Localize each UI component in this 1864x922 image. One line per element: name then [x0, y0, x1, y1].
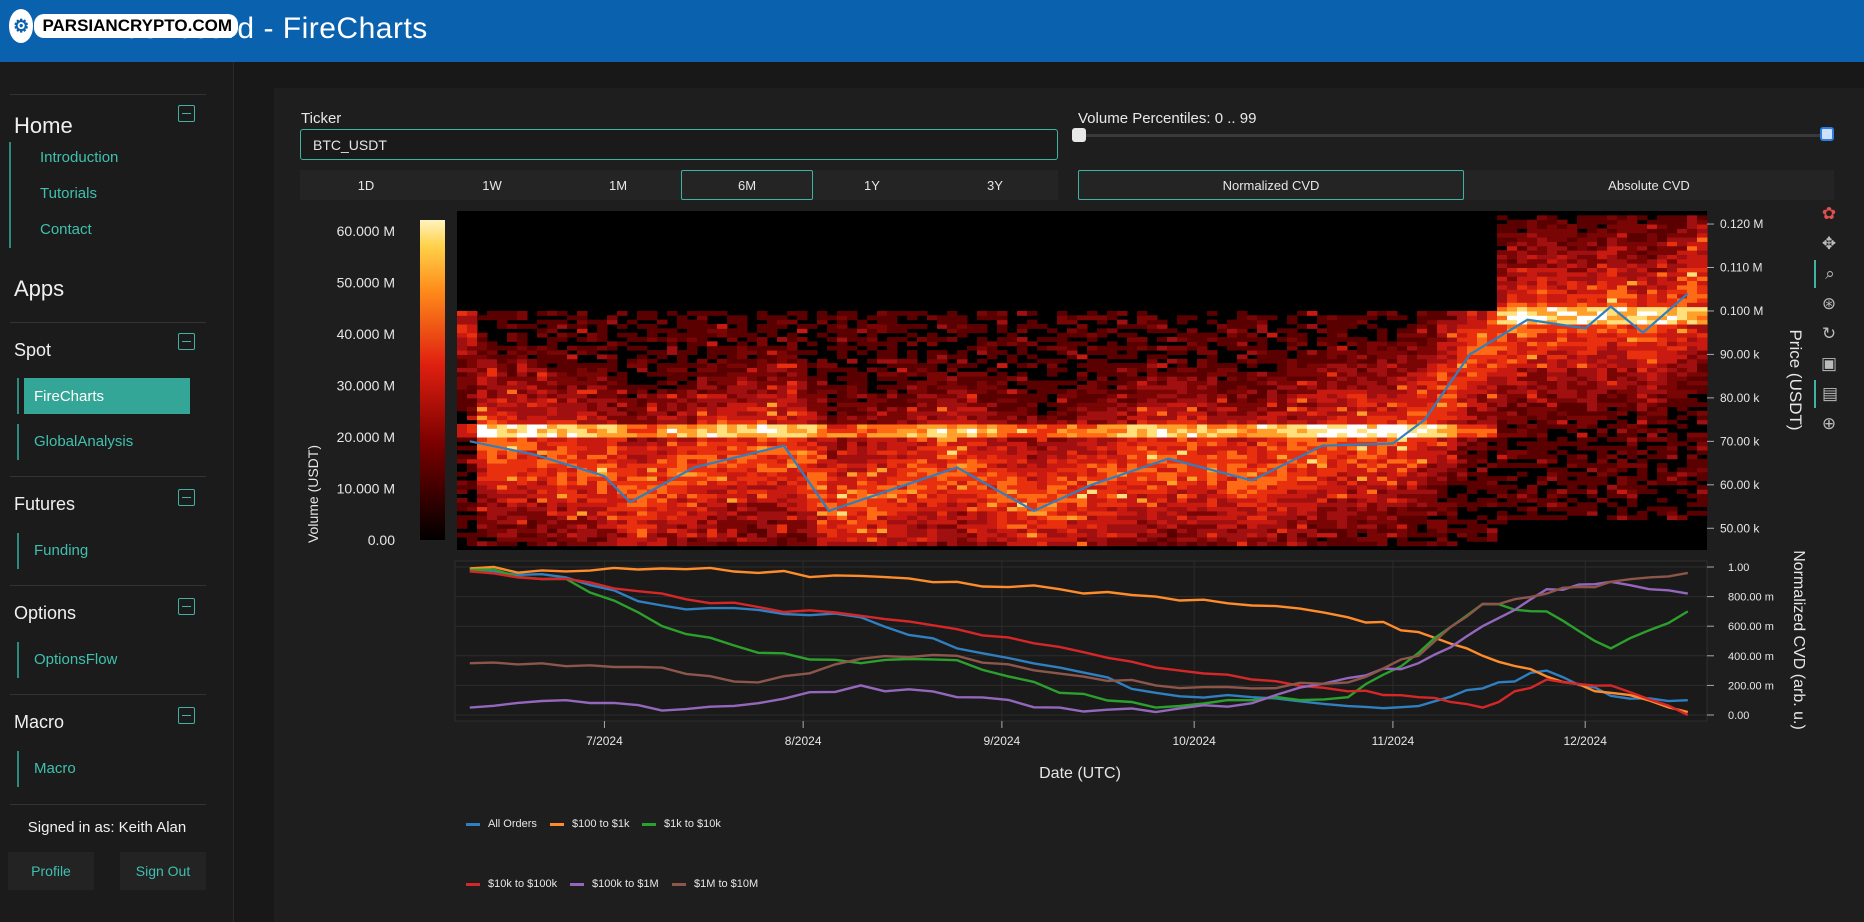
- normalized-cvd-button[interactable]: Normalized CVD: [1078, 170, 1464, 200]
- nav-section-futures: Futures: [14, 494, 76, 514]
- legend-label: $100 to $1k: [572, 818, 630, 830]
- nav-rail: [9, 142, 11, 248]
- collapse-futures-button[interactable]: [178, 489, 195, 506]
- timeframe-1w-button[interactable]: 1W: [482, 177, 502, 193]
- signed-in-text: Signed in as: Keith Alan: [27, 819, 187, 836]
- collapse-options-button[interactable]: [178, 598, 195, 615]
- timeframe-6m-button[interactable]: 6M: [681, 170, 813, 200]
- sidebar: [0, 62, 234, 922]
- nav-section-spot: Spot: [14, 340, 52, 360]
- divider: [10, 694, 206, 695]
- reset-icon[interactable]: ↻: [1821, 324, 1837, 343]
- legend-label: $1k to $10k: [664, 818, 721, 830]
- legend-item[interactable]: $1M to $10M: [672, 878, 758, 890]
- slider-handle-high[interactable]: [1820, 127, 1834, 141]
- timeframe-1d-button[interactable]: 1D: [357, 177, 375, 193]
- legend-item[interactable]: $10k to $100k: [466, 878, 557, 890]
- legend-item[interactable]: $100k to $1M: [570, 878, 659, 890]
- sidebar-item-optionsflow[interactable]: OptionsFlow: [34, 651, 118, 668]
- nav-rail: [17, 642, 19, 678]
- pan-icon[interactable]: ✥: [1821, 234, 1837, 253]
- legend-item[interactable]: $100 to $1k: [550, 818, 630, 830]
- sidebar-item-contact[interactable]: Contact: [40, 221, 92, 238]
- divider: [10, 585, 206, 586]
- divider: [10, 94, 206, 95]
- top-bar: ... Dashboard - FireCharts ⚙ PARSIANCRYP…: [0, 0, 1864, 62]
- legend-swatch: [672, 882, 686, 886]
- nav-rail: [17, 751, 19, 787]
- collapse-spot-button[interactable]: [178, 333, 195, 350]
- collapse-macro-button[interactable]: [178, 707, 195, 724]
- timeframe-1y-button[interactable]: 1Y: [864, 177, 880, 193]
- legend-swatch: [466, 822, 480, 826]
- divider: [10, 322, 206, 323]
- sidebar-item-tutorials[interactable]: Tutorials: [40, 185, 97, 202]
- legend-item[interactable]: All Orders: [466, 818, 537, 830]
- legend-swatch: [570, 882, 584, 886]
- sidebar-item-funding[interactable]: Funding: [34, 542, 89, 559]
- legend-swatch: [550, 822, 564, 826]
- nav-section-apps: Apps: [14, 276, 65, 301]
- legend-label: $1M to $10M: [694, 878, 759, 890]
- logo-icon[interactable]: ✿: [1821, 204, 1837, 223]
- legend-label: $100k to $1M: [592, 878, 659, 890]
- crosshair-icon[interactable]: ⊕: [1821, 414, 1837, 433]
- brand-logo: ⚙ PARSIANCRYPTO.COM: [6, 6, 238, 46]
- profile-button[interactable]: Profile: [8, 852, 94, 890]
- hover-icon[interactable]: ▤: [1814, 380, 1844, 408]
- timeframe-1m-button[interactable]: 1M: [608, 177, 628, 193]
- volume-percentiles-label: Volume Percentiles: 0 .. 99: [1078, 110, 1257, 127]
- sidebar-item-firecharts[interactable]: FireCharts: [24, 378, 190, 414]
- main-panel: [274, 88, 1864, 922]
- cvd-mode-selector: Normalized CVD Absolute CVD: [1078, 170, 1834, 200]
- save-icon[interactable]: ▣: [1820, 354, 1838, 373]
- logo-text: PARSIANCRYPTO.COM: [34, 14, 238, 38]
- sign-out-button[interactable]: Sign Out: [120, 852, 206, 890]
- legend-label: $10k to $100k: [488, 878, 558, 890]
- slider-handle-low[interactable]: [1072, 128, 1086, 142]
- nav-section-home: Home: [14, 113, 73, 138]
- wheel-zoom-icon[interactable]: ⊛: [1821, 294, 1837, 313]
- absolute-cvd-button[interactable]: Absolute CVD: [1608, 177, 1690, 193]
- legend-label: All Orders: [488, 818, 537, 830]
- nav-section-options: Options: [14, 603, 77, 623]
- box-zoom-icon[interactable]: ⌕: [1814, 260, 1844, 288]
- sidebar-item-globalanalysis[interactable]: GlobalAnalysis: [34, 433, 134, 450]
- legend-swatch: [642, 822, 656, 826]
- nav-rail: [17, 533, 19, 569]
- divider: [10, 804, 206, 805]
- ticker-input[interactable]: BTC_USDT: [300, 129, 1058, 160]
- timeframe-3y-button[interactable]: 3Y: [987, 177, 1003, 193]
- legend-swatch: [466, 882, 480, 886]
- collapse-home-button[interactable]: [178, 105, 195, 122]
- timeframe-selector: 1D 1W 1M 6M 1Y 3Y: [300, 170, 1058, 200]
- sidebar-item-macro[interactable]: Macro: [34, 760, 76, 777]
- sidebar-item-introduction[interactable]: Introduction: [40, 149, 119, 166]
- volume-percentile-slider[interactable]: [1078, 134, 1828, 137]
- nav-section-macro: Macro: [14, 712, 65, 732]
- nav-rail: [17, 424, 19, 460]
- ticker-label: Ticker: [301, 110, 342, 127]
- divider: [10, 476, 206, 477]
- logo-icon: ⚙: [6, 6, 37, 46]
- nav-rail: [17, 378, 19, 414]
- legend-item[interactable]: $1k to $10k: [642, 818, 721, 830]
